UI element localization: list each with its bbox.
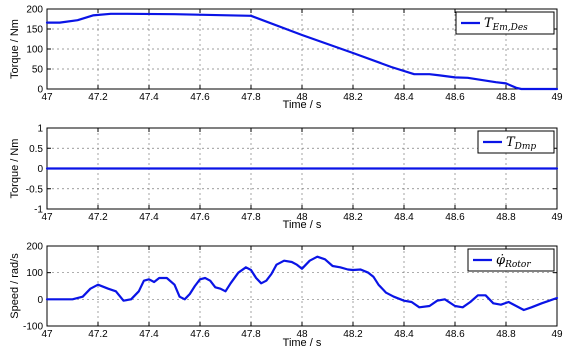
legend-box — [477, 130, 555, 154]
x-tick-label: 48.4 — [394, 212, 414, 223]
legend-label: TEm,Des — [484, 16, 528, 33]
legend: TEm,Des — [455, 11, 555, 35]
x-axis-title: Time / s — [283, 219, 322, 231]
x-tick-label: 47 — [41, 212, 53, 223]
x-tick-label: 48.2 — [343, 92, 363, 103]
x-tick-label: 47.4 — [139, 212, 159, 223]
x-tick-label: 47 — [41, 329, 53, 340]
x-tick-label: 47.4 — [139, 92, 159, 103]
y-tick-label: 150 — [26, 25, 43, 36]
x-tick-label: 48.2 — [343, 212, 363, 223]
x-tick-label: 47.6 — [190, 329, 210, 340]
legend-label: TDmp — [506, 135, 536, 152]
x-tick-label: 47.8 — [241, 212, 261, 223]
y-axis-title: Torque / Nm — [9, 19, 21, 79]
x-tick-label: 47.2 — [88, 212, 108, 223]
y-tick-label: 100 — [26, 45, 43, 56]
x-tick-label: 47.8 — [241, 92, 261, 103]
x-tick-label: 48.8 — [496, 212, 516, 223]
y-tick-label: -100 — [23, 322, 43, 333]
series-line — [45, 12, 559, 91]
series-line — [45, 255, 559, 312]
legend-box — [467, 248, 555, 272]
y-tick-label: -1 — [34, 205, 43, 216]
y-tick-label: 0.5 — [29, 144, 43, 155]
y-tick-label: 0 — [37, 85, 43, 96]
x-tick-label: 47.2 — [88, 329, 108, 340]
panel-em-des: 47 47.2 47.4 47.6 47.8 48 48.2 48.4 48.6 48.8 49 0 5… — [9, 5, 563, 112]
x-tick-label: 48.8 — [496, 329, 516, 340]
y-axis-title: Speed / rad/s — [9, 253, 21, 319]
x-tick-label: 48.6 — [445, 329, 465, 340]
y-axis-title: Torque / Nm — [9, 139, 21, 199]
x-tick-label: 49 — [551, 92, 563, 103]
x-tick-label: 48.4 — [394, 92, 414, 103]
y-tick-label: 200 — [26, 242, 43, 253]
x-tick-label: 48 — [296, 212, 308, 223]
y-tick-label: 100 — [26, 268, 43, 279]
x-tick-label: 47.4 — [139, 329, 159, 340]
x-tick-label: 48.4 — [394, 329, 414, 340]
y-tick-label: 50 — [32, 65, 44, 76]
y-tick-label: 0 — [37, 295, 43, 306]
legend: φ̇Rotor — [467, 248, 555, 272]
x-axis-title: Time / s — [283, 99, 322, 111]
x-tick-label: 48.6 — [445, 92, 465, 103]
panel-rotor: 47 47.2 47.4 47.6 47.8 48 48.2 48.4 48.6 48.8 49 -1… — [9, 242, 563, 350]
x-tick-label: 47.8 — [241, 329, 261, 340]
x-tick-label: 47.6 — [190, 212, 210, 223]
x-tick-label: 48.8 — [496, 92, 516, 103]
y-tick-label: 1 — [37, 124, 43, 135]
y-tick-label: 200 — [26, 5, 43, 16]
x-tick-label: 48 — [296, 92, 308, 103]
x-tick-label: 49 — [551, 212, 563, 223]
x-tick-label: 48 — [296, 329, 308, 340]
x-tick-label: 48.2 — [343, 329, 363, 340]
x-tick-label: 47 — [41, 92, 53, 103]
x-axis-title: Time / s — [283, 337, 322, 349]
x-tick-label: 47.2 — [88, 92, 108, 103]
y-tick-label: -0.5 — [26, 184, 44, 195]
legend-label: φ̇Rotor — [496, 253, 531, 270]
legend: TDmp — [477, 130, 555, 154]
y-tick-label: 0 — [37, 164, 43, 175]
x-tick-label: 49 — [551, 329, 563, 340]
legend-box — [455, 11, 555, 35]
x-tick-label: 47.6 — [190, 92, 210, 103]
x-tick-label: 48.6 — [445, 212, 465, 223]
panel-dmp: 47 47.2 47.4 47.6 47.8 48 48.2 48.4 48.6 48.8 49 -1… — [9, 124, 563, 232]
